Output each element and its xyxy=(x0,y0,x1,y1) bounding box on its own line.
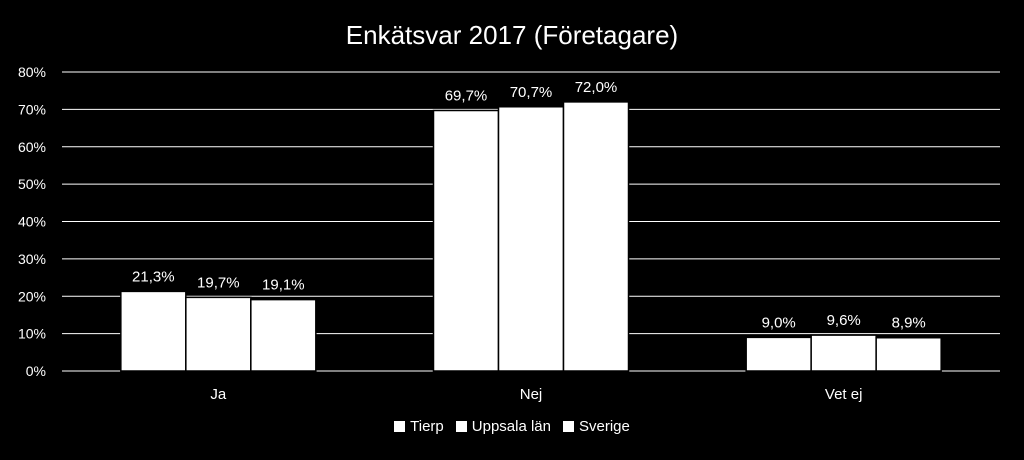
legend: Tierp Uppsala län Sverige xyxy=(0,418,1024,435)
bar xyxy=(185,296,252,372)
chart-title: Enkätsvar 2017 (Företagare) xyxy=(345,20,679,50)
y-tick-label: 40% xyxy=(18,214,46,230)
legend-label: Uppsala län xyxy=(471,418,551,435)
bar xyxy=(120,290,187,372)
data-label: 21,3% xyxy=(132,268,175,285)
bar xyxy=(810,334,877,372)
data-label: 69,7% xyxy=(445,87,488,104)
legend-swatch xyxy=(455,421,467,432)
legend-swatch xyxy=(394,421,406,432)
data-label: 19,1% xyxy=(262,277,305,294)
data-label: 9,6% xyxy=(827,312,861,329)
y-tick-label: 50% xyxy=(18,176,46,192)
bar xyxy=(497,106,565,372)
x-tick-label: Nej xyxy=(520,386,543,403)
legend-item: Uppsala län xyxy=(455,418,551,435)
bar xyxy=(250,298,317,372)
y-tick-label: 30% xyxy=(18,251,46,267)
y-tick-label: 20% xyxy=(18,288,46,304)
legend-item: Tierp xyxy=(394,418,444,435)
bar xyxy=(745,336,812,372)
legend-item: Sverige xyxy=(562,418,630,435)
y-tick-label: 80% xyxy=(18,64,46,80)
legend-label: Sverige xyxy=(578,418,630,435)
data-label: 9,0% xyxy=(762,314,796,331)
bar xyxy=(432,109,500,372)
data-label: 8,9% xyxy=(892,315,926,332)
bar xyxy=(875,336,942,372)
data-label: 19,7% xyxy=(197,274,240,291)
bar xyxy=(562,101,630,372)
x-tick-label: Ja xyxy=(210,386,227,403)
data-label: 72,0% xyxy=(575,79,618,96)
y-tick-label: 0% xyxy=(26,363,46,379)
x-tick-label: Vet ej xyxy=(825,386,863,403)
y-tick-label: 10% xyxy=(18,326,46,342)
y-tick-label: 70% xyxy=(18,101,46,117)
legend-label: Tierp xyxy=(410,418,444,435)
legend-swatch xyxy=(562,421,574,432)
data-label: 70,7% xyxy=(510,84,553,101)
y-tick-label: 60% xyxy=(18,139,46,155)
